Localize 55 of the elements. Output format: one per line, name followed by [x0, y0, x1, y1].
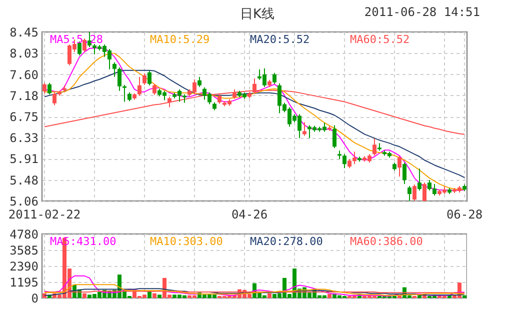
candlestick [422, 182, 426, 202]
y-tick-label: 1195 [10, 276, 38, 290]
y-tick-label: 2390 [10, 260, 38, 274]
candlestick [218, 94, 222, 104]
text: MA10:5.29 [150, 33, 210, 46]
y-tick-label: 7.60 [10, 68, 38, 82]
candlestick [342, 154, 346, 169]
text: MA20:278.00 [250, 235, 323, 248]
candlestick [118, 66, 122, 92]
chart-subtitle: 2011-06-28 14:51 [364, 5, 480, 19]
y-tick-label: 5.48 [10, 174, 38, 188]
candlestick [168, 96, 172, 108]
y-tick-label: 0 [31, 292, 38, 306]
line-series [44, 284, 465, 296]
candlestick [122, 84, 126, 102]
candlestick [142, 72, 146, 86]
bar [148, 291, 152, 298]
chart-title: 日K线 [240, 6, 275, 23]
candlestick [272, 72, 276, 84]
candlestick [418, 168, 422, 192]
text: MA60:386.00 [350, 235, 423, 248]
x-tick-label: 2011-02-22 [8, 208, 81, 222]
candlestick [408, 186, 412, 202]
bar [268, 293, 272, 298]
candlestick [412, 184, 416, 202]
y-tick-label: 5.06 [10, 194, 38, 208]
y-tick-label: 7.18 [10, 88, 38, 103]
y-tick-label: 8.03 [10, 46, 38, 60]
x-tick-label: 06-28 [446, 208, 483, 222]
bar [158, 294, 162, 298]
y-tick-label: 6.33 [10, 131, 38, 146]
candlestick [302, 122, 306, 136]
line-series [44, 70, 465, 178]
candlestick [398, 156, 402, 178]
candlestick [138, 76, 142, 96]
candlestick [48, 82, 52, 95]
candlestick [152, 83, 156, 96]
candlestick [198, 76, 202, 88]
candlestick [148, 70, 152, 86]
y-tick-label: 8.45 [10, 26, 38, 40]
candlestick [372, 138, 376, 156]
y-tick-label: 6.75 [10, 110, 38, 124]
bar [418, 295, 422, 298]
candlestick [42, 82, 46, 94]
bar [462, 295, 466, 298]
candlestick [332, 124, 336, 149]
text: MA60:5.52 [350, 33, 410, 46]
text: MA10:303.00 [150, 235, 223, 248]
y-tick-label: 3585 [10, 244, 38, 258]
candlestick [402, 162, 406, 185]
text: MA20:5.52 [250, 33, 310, 46]
candlestick [112, 62, 116, 78]
x-tick-label: 04-26 [231, 208, 268, 222]
y-tick-label: 4780 [10, 228, 38, 242]
y-tick-label: 5.91 [10, 152, 38, 166]
